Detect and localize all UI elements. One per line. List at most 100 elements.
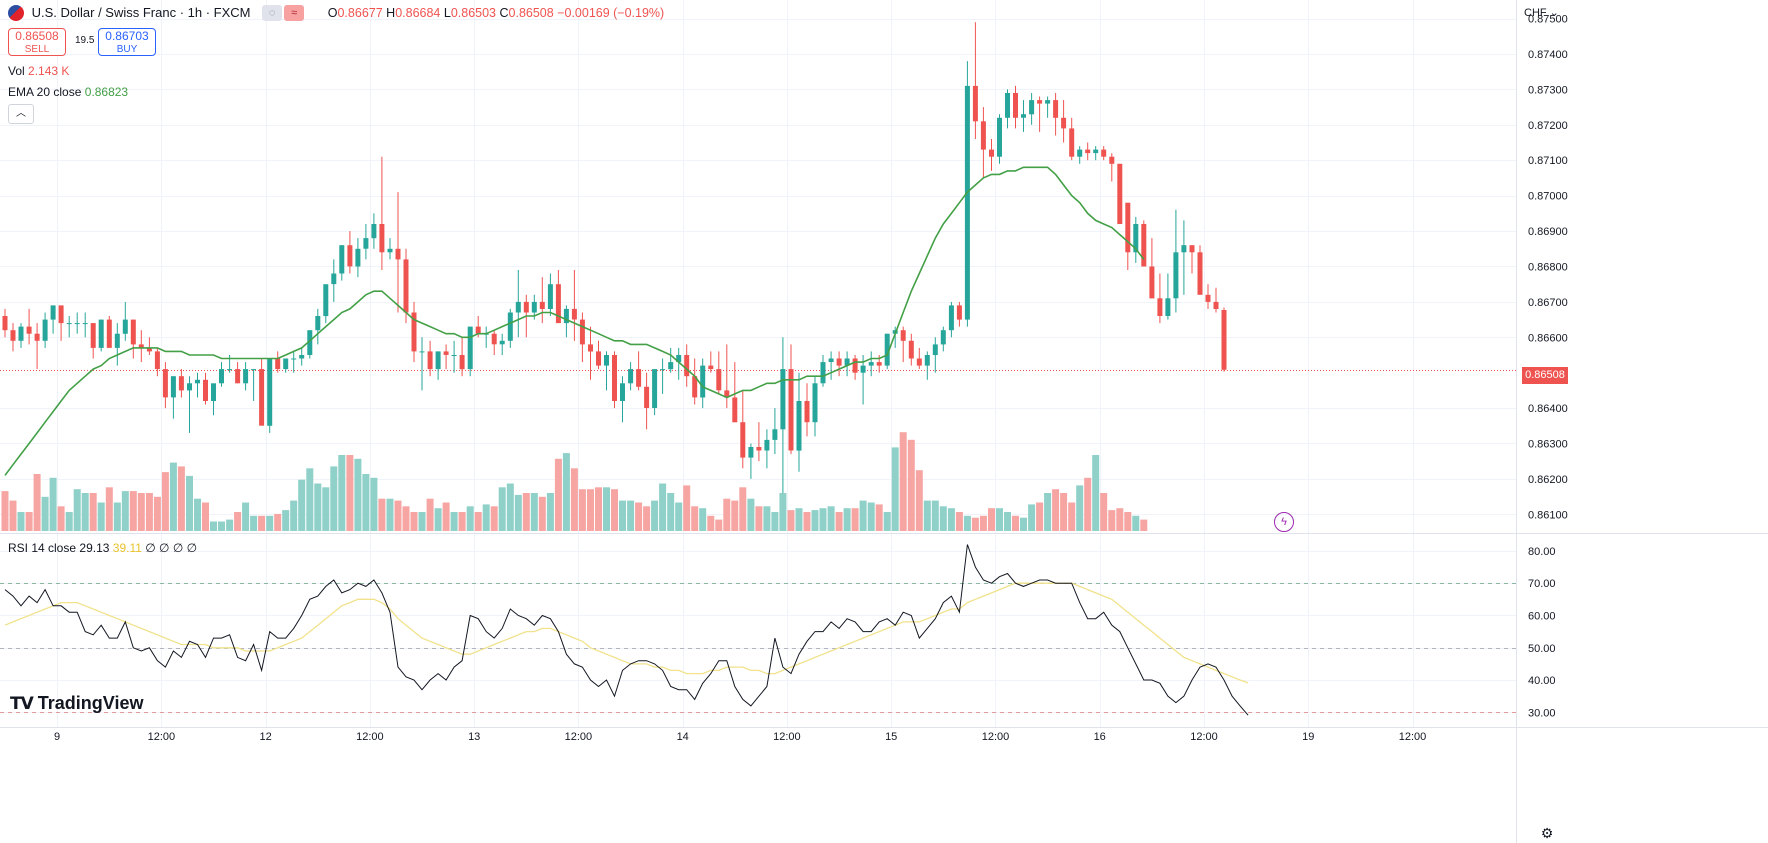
candle-body [1141,224,1147,267]
candle-body [908,340,914,359]
time-tick-label: 12:00 [148,731,176,743]
rsi-tick-label: 50.00 [1528,643,1556,655]
volume-bar [771,512,779,531]
volume-bar [947,508,955,531]
price-tick-label: 0.86100 [1528,509,1568,521]
rsi-tick-label: 70.00 [1528,578,1556,590]
candle-body [323,284,329,317]
volume-bar [97,502,105,531]
candle-body [26,326,32,334]
volume-bar [338,455,346,531]
volume-bar [282,510,290,531]
tradingview-logo-icon: 𝗧𝗩 [10,694,34,713]
volume-bar [811,510,819,531]
candle-body [459,355,465,370]
volume-bar [643,506,651,531]
rsi-tick-label: 80.00 [1528,546,1556,558]
volume-bar [314,483,322,531]
time-tick-label: 12:00 [1190,731,1218,743]
volume-bar [691,506,699,531]
candle-body [42,319,48,341]
volume-bar [891,447,899,531]
volume-bar [1060,493,1068,531]
candle-body [507,312,513,341]
volume-bar [466,506,474,531]
candle-body [644,386,650,408]
candle-body [804,401,810,423]
candle-body [628,369,634,384]
volume-bar [979,515,987,531]
volume-bar [1076,485,1084,531]
volume-bar [370,477,378,531]
currency-selector[interactable]: CHF ⌄ [1524,7,1559,19]
candle-body [1037,100,1043,104]
volume-bar [1132,515,1140,531]
symbol-status-pills[interactable]: ◌ ≈ [262,4,306,22]
candle-body [419,351,425,353]
current-price-tag: 0.86508 [1522,367,1568,384]
volume-bar [675,502,683,531]
rsi-legend[interactable]: RSI 14 close 29.13 39.11 ∅ ∅ ∅ ∅ [8,541,198,555]
candle-body [227,369,233,371]
volume-bar [683,485,691,531]
volume-bar [458,512,466,531]
volume-bar [1028,504,1036,531]
time-tick-label: 12:00 [356,731,384,743]
volume-bar [996,508,1003,531]
volume-bar [779,493,787,531]
volume-bar [795,508,803,531]
lightning-icon[interactable]: ϟ [1274,512,1294,532]
volume-bar [899,432,907,531]
candle-body [1045,100,1051,104]
candle-body [860,365,866,373]
sell-button[interactable]: 0.86508 SELL [8,28,66,56]
candle-body [1117,163,1123,224]
buy-button[interactable]: 0.86703 BUY [98,28,156,56]
volume-bar [306,468,314,531]
candle-body [243,369,249,384]
volume-bar [667,493,675,531]
candle-body [884,333,890,366]
volume-bar [1124,512,1132,531]
price-tick-label: 0.87400 [1528,49,1568,61]
candle-body [58,305,64,324]
volume-bar [73,489,81,531]
volume-bar [346,455,354,531]
candle-body [972,85,978,122]
candle-body [812,383,818,423]
candle-body [668,362,674,370]
ema-legend[interactable]: EMA 20 close 0.86823 [8,85,129,99]
candle-body [997,117,1002,157]
volume-bar [490,506,498,531]
candle-body [555,284,561,324]
candle-body [235,369,241,384]
rsi-ma-value: 39.11 [112,541,142,555]
volume-bar [242,502,250,531]
chevron-up-icon[interactable]: ︿ [8,104,34,124]
symbol-title[interactable]: U.S. Dollar / Swiss Franc · 1h · FXCM [31,5,251,21]
candle-body [90,323,96,348]
delay-icon[interactable]: ≈ [284,5,305,22]
time-tick-label: 13 [468,731,480,743]
volume-bar [498,487,506,531]
candle-body [772,429,778,440]
volume-bar [434,508,442,531]
market-closed-icon[interactable]: ◌ [262,5,283,22]
volume-bar [426,498,434,531]
time-tick-label: 12:00 [773,731,801,743]
volume-bar [595,487,602,531]
candle-body [347,245,353,267]
volume-bar [410,512,418,531]
volume-bar [611,489,618,531]
volume-bar [562,453,570,531]
settings-icon[interactable]: ⚙ [1540,825,1554,841]
candle-body [1165,298,1171,316]
volume-legend[interactable]: Vol 2.143 K [8,64,70,78]
volume-bar [418,512,426,531]
volume-bar [931,500,939,531]
rsi-tick-label: 60.00 [1528,611,1556,623]
rsi-tick-label: 30.00 [1528,707,1556,719]
candle-body [523,301,529,313]
volume-bar [129,491,137,531]
